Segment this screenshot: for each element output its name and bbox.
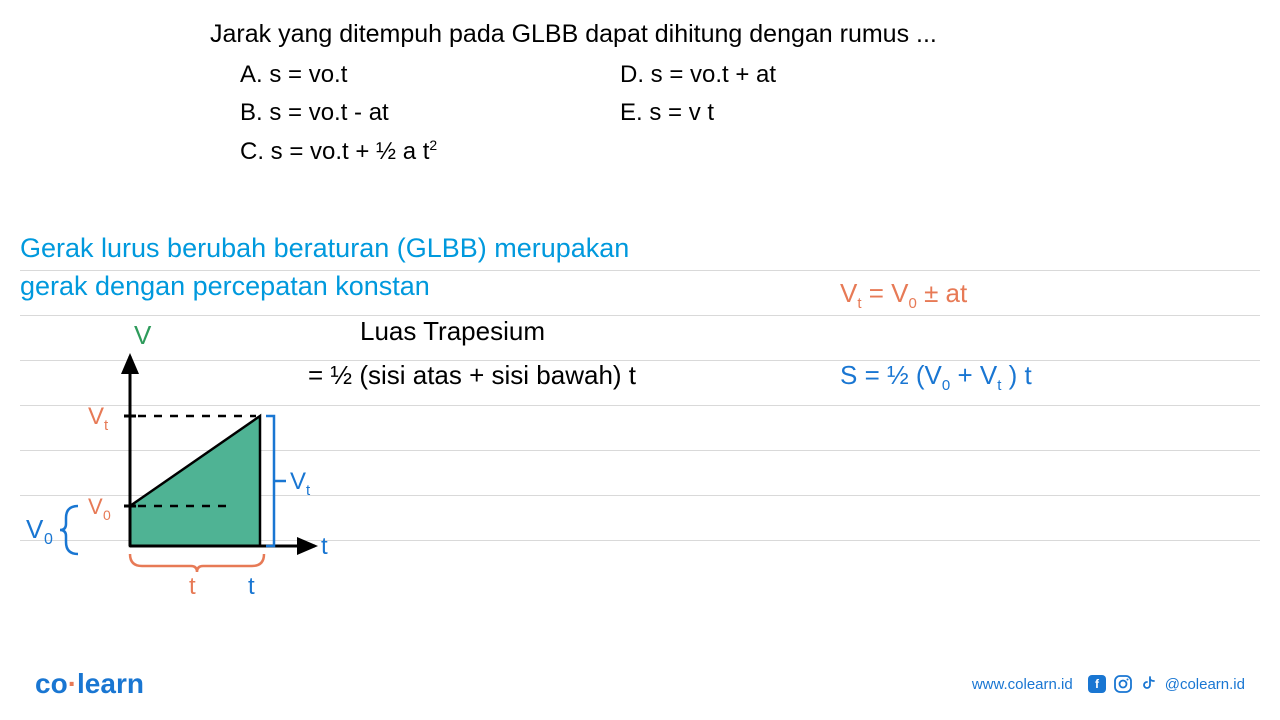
graph-svg: VtVtV0V0Vttt — [20, 316, 350, 616]
option-row: C. s = vo.t + ½ a t2 — [240, 137, 1110, 166]
question-text: Jarak yang ditempuh pada GLBB dapat dihi… — [210, 20, 1110, 49]
footer: co·learn www.colearn.id f @colearn.id — [35, 668, 1245, 700]
logo-co: co — [35, 668, 68, 699]
trapezoid-area-formula: = ½ (sisi atas + sisi bawah) t — [308, 360, 636, 391]
logo-learn: learn — [77, 668, 144, 699]
glbb-definition: Gerak lurus berubah beraturan (GLBB) mer… — [20, 230, 629, 306]
glbb-line1: Gerak lurus berubah beraturan (GLBB) mer… — [20, 230, 629, 268]
option-c-sup: 2 — [429, 137, 437, 153]
svg-text:V: V — [88, 494, 103, 519]
svg-text:V: V — [26, 514, 44, 544]
option-row: B. s = vo.t - at E. s = v t — [240, 99, 1110, 127]
option-b: B. s = vo.t - at — [240, 99, 620, 127]
distance-formula: S = ½ (V0 + Vt ) t — [840, 360, 1032, 394]
svg-text:V: V — [290, 468, 306, 495]
website-link: www.colearn.id — [972, 676, 1073, 693]
glbb-line2: gerak dengan percepatan konstan — [20, 268, 629, 306]
colearn-logo: co·learn — [35, 668, 144, 700]
svg-text:0: 0 — [44, 531, 53, 548]
tiktok-icon — [1139, 674, 1159, 694]
option-row: A. s = vo.t D. s = vo.t + at — [240, 61, 1110, 89]
svg-text:0: 0 — [103, 507, 111, 523]
option-a: A. s = vo.t — [240, 61, 620, 89]
velocity-time-graph: VtVtV0V0Vttt — [20, 316, 350, 596]
svg-text:t: t — [189, 573, 196, 600]
trapezoid-area-title: Luas Trapesium — [360, 316, 545, 347]
svg-text:t: t — [306, 482, 311, 499]
footer-right: www.colearn.id f @colearn.id — [972, 674, 1245, 694]
svg-text:V: V — [134, 320, 152, 350]
option-d: D. s = vo.t + at — [620, 61, 776, 89]
svg-text:t: t — [248, 573, 255, 600]
option-e: E. s = v t — [620, 99, 714, 127]
svg-text:t: t — [321, 533, 328, 560]
option-c-pre: C. s = vo.t + ½ a t — [240, 138, 429, 165]
svg-text:t: t — [104, 417, 109, 434]
facebook-icon: f — [1087, 674, 1107, 694]
social-handle-text: @colearn.id — [1165, 676, 1245, 693]
svg-text:V: V — [88, 403, 104, 430]
social-handles: f @colearn.id — [1087, 674, 1245, 694]
options-list: A. s = vo.t D. s = vo.t + at B. s = vo.t… — [210, 61, 1110, 166]
logo-dot: · — [68, 668, 77, 699]
instagram-icon — [1113, 674, 1133, 694]
option-c: C. s = vo.t + ½ a t2 — [240, 137, 620, 166]
question-block: Jarak yang ditempuh pada GLBB dapat dihi… — [210, 20, 1110, 176]
velocity-formula: Vt = V0 ± at — [840, 278, 967, 312]
